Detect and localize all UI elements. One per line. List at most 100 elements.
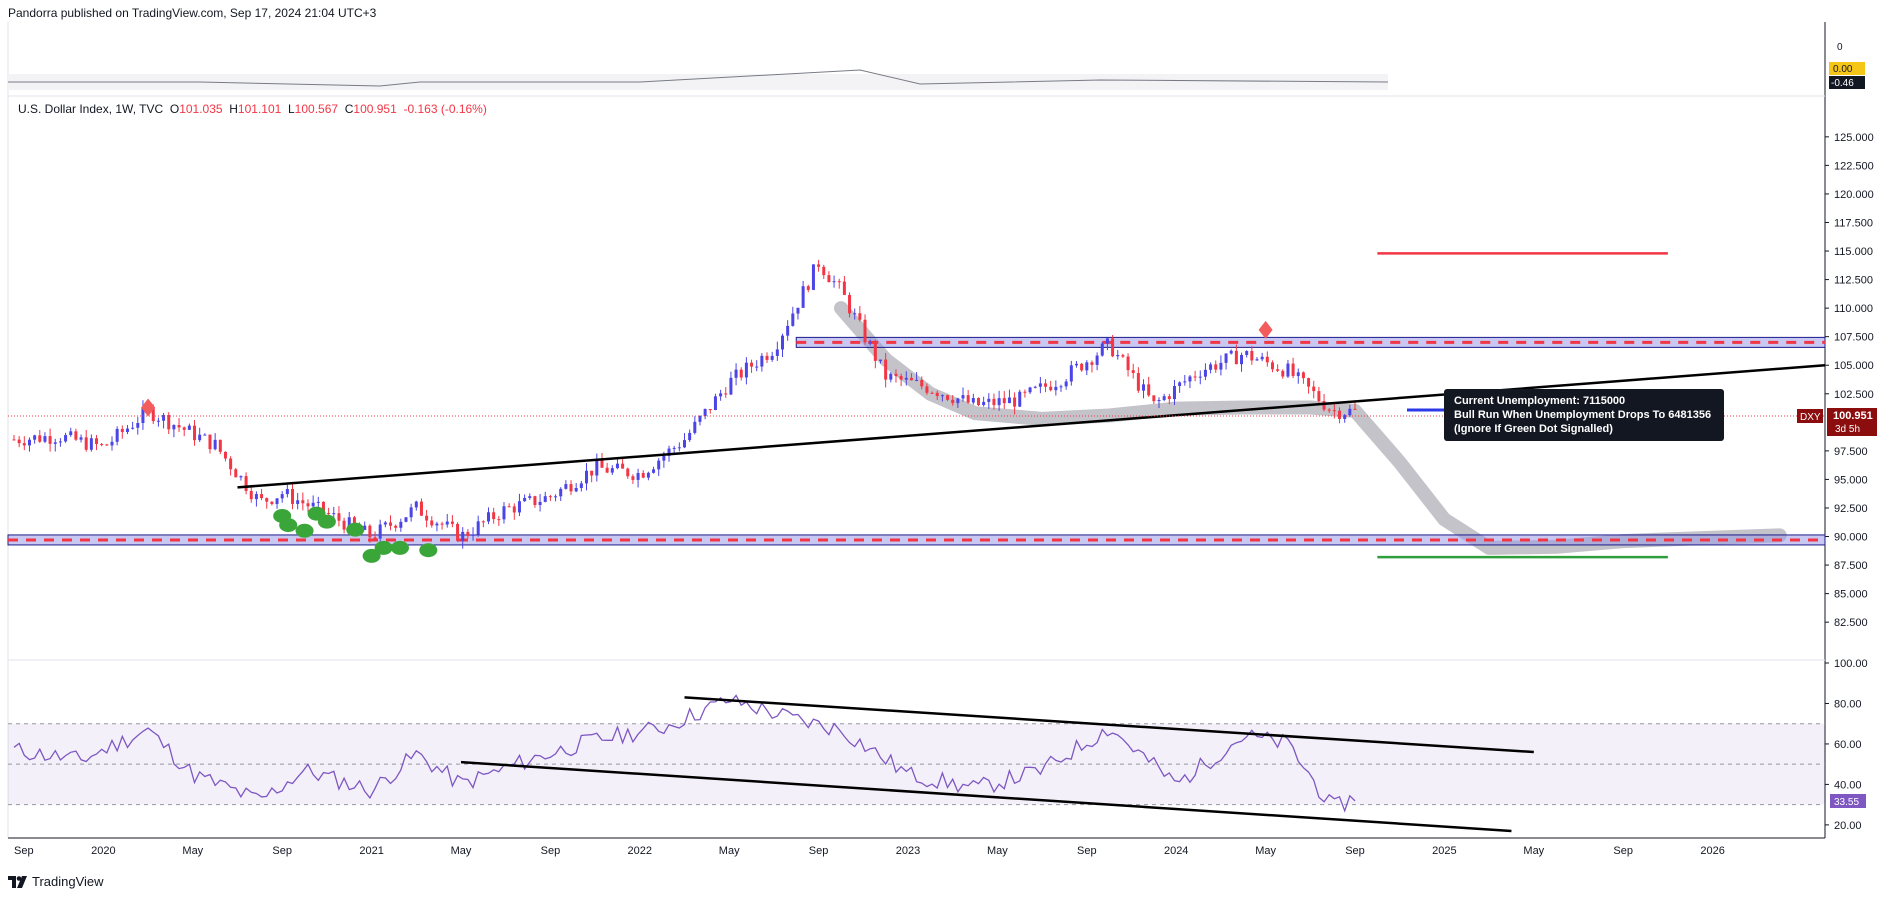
price-candle (12, 439, 16, 441)
price-candle (1332, 410, 1336, 412)
price-candle (976, 397, 980, 406)
price-candle (291, 489, 295, 504)
price-candle (260, 494, 264, 499)
price-candle (920, 379, 924, 387)
time-tick-label: Sep (272, 845, 292, 857)
price-tick-label: 82.500 (1834, 617, 1868, 629)
price-candle (1069, 365, 1073, 382)
price-tick-label: 102.500 (1834, 389, 1874, 401)
price-candle (595, 460, 599, 476)
price-candle (296, 500, 300, 504)
price-candle (218, 439, 222, 452)
footer-brand[interactable]: TradingView (32, 874, 104, 889)
price-candle (719, 393, 723, 397)
rsi-badge (1830, 794, 1866, 808)
price-candle (884, 359, 888, 380)
published-header: Pandorra published on TradingView.com, S… (8, 6, 377, 20)
price-candle (167, 415, 171, 430)
price-candle (863, 319, 867, 343)
time-tick-label: 2025 (1432, 845, 1456, 857)
change-value: -0.163 (-0.16%) (403, 102, 487, 116)
price-candle (806, 286, 810, 290)
price-candle (579, 483, 583, 489)
price-candle (69, 431, 73, 436)
price-candle (254, 494, 258, 500)
price-candle (265, 498, 269, 502)
price-tick-label: 87.500 (1834, 560, 1868, 572)
price-candle (141, 407, 145, 424)
price-candle (940, 395, 944, 397)
price-candle (425, 515, 429, 521)
price-candle (832, 281, 836, 283)
annotation-line-2: Bull Run When Unemployment Drops To 6481… (1454, 409, 1711, 421)
price-candle (321, 501, 325, 514)
price-candle (1250, 351, 1254, 361)
price-candle (605, 467, 609, 473)
price-candle (982, 401, 986, 406)
price-candle (528, 496, 532, 498)
price-candle (652, 469, 656, 473)
price-tick-label: 112.500 (1834, 275, 1873, 287)
price-candle (53, 442, 57, 444)
rsi-tick-label: 100.00 (1834, 658, 1868, 670)
price-candle (414, 501, 418, 508)
top-badge-value-2: -0.46 (1831, 78, 1854, 89)
price-candle (946, 395, 950, 400)
price-candle (301, 500, 305, 504)
price-candle (58, 441, 62, 443)
price-candle (878, 359, 882, 361)
price-candle (1188, 376, 1192, 382)
price-candle (585, 470, 589, 484)
price-candle (22, 443, 26, 446)
price-candle (120, 428, 124, 433)
price-candle (842, 281, 846, 295)
price-candle (548, 496, 552, 498)
price-tick-label: 95.000 (1834, 474, 1868, 486)
price-candle (156, 420, 160, 422)
price-candle (481, 521, 485, 523)
price-candle (352, 517, 356, 525)
price-candle (187, 425, 191, 430)
price-candle (275, 498, 279, 505)
price-candle (987, 398, 991, 402)
price-candle (1265, 356, 1269, 363)
price-candle (502, 506, 506, 520)
price-candle (559, 488, 563, 497)
price-candle (873, 342, 877, 361)
time-tick-label: Sep (541, 845, 561, 857)
price-candle (198, 434, 202, 441)
price-candle (1214, 364, 1218, 370)
price-candle (270, 501, 274, 505)
price-candle (543, 496, 547, 502)
price-candle (961, 395, 965, 399)
trendline (237, 363, 1826, 489)
price-candle (435, 523, 439, 526)
price-candle (1157, 399, 1161, 402)
price-candle (533, 496, 537, 505)
price-candle (337, 513, 341, 521)
price-series (12, 259, 1357, 549)
price-candle (848, 294, 852, 314)
high-value: 101.101 (237, 102, 282, 116)
price-candle (997, 398, 1001, 406)
price-candle (27, 439, 31, 446)
rsi-line (13, 694, 1356, 813)
price-candle (801, 286, 805, 308)
price-candle (1100, 343, 1104, 356)
price-candle (827, 275, 831, 283)
price-candle (1074, 363, 1078, 366)
rsi-upper-trendline (684, 696, 1534, 754)
time-axis: Sep 2020 May Sep 2021 May Sep 2022 May Sep 2023 May… (14, 845, 1725, 857)
price-candle (1245, 351, 1249, 355)
time-tick-label: May (1523, 845, 1544, 857)
price-candle (693, 421, 697, 433)
price-candle (574, 488, 578, 492)
price-candle (724, 393, 728, 395)
price-candle (177, 425, 181, 428)
price-candle (791, 313, 795, 326)
price-candle (1080, 363, 1084, 371)
price-candle (966, 395, 970, 403)
price-candle (600, 460, 604, 468)
price-candle (368, 525, 372, 538)
